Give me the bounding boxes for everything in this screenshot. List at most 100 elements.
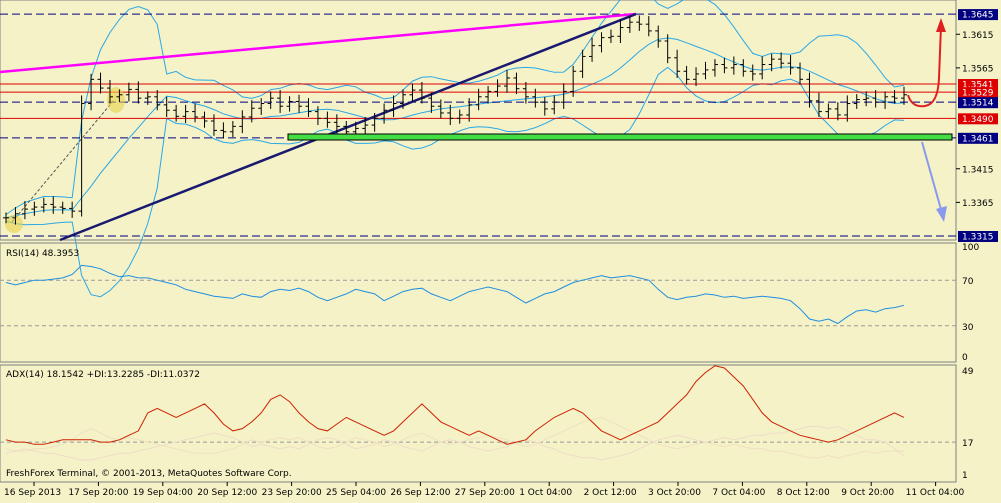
adx-panel[interactable]: ADX(14) 18.1542 +DI:13.2285 -DI:11.0372 … [0,364,974,483]
price-bar [21,201,28,220]
price-bar [815,92,822,117]
price-bar [598,32,605,53]
price-bar [88,73,95,111]
price-bar [579,49,586,78]
price-bar [182,104,189,124]
price-bar [239,110,246,134]
bb-upper-line [5,0,905,215]
price-bar [447,104,454,126]
price-bar [503,69,510,93]
price-bar [12,207,19,225]
adx-axis-label: 17 [962,439,973,449]
price-bar [456,109,463,124]
price-bar [192,103,199,123]
rsi-panel[interactable]: RSI(14) 48.3953 100 70 30 0 [0,242,979,363]
price-bar [721,57,728,74]
rsi-axis-label: 30 [962,323,974,333]
price-bar [40,197,47,213]
price-bar [220,122,227,139]
support-zone-rectangle[interactable] [287,133,953,141]
price-bar [872,90,879,108]
price-bar [702,61,709,80]
time-axis-label: 17 Sep 20:00 [68,488,128,498]
price-bar [59,201,66,214]
price-bar [144,91,151,105]
price-bar [125,82,132,102]
up-scenario-arrow [907,25,942,108]
price-tag [958,132,998,144]
price-bar [277,90,284,113]
rsi-levels [0,279,956,327]
price-bar [475,88,482,111]
price-bar [626,16,633,33]
price-bar [901,86,907,105]
time-axis-label: 23 Sep 20:00 [262,488,322,498]
bollinger-bands [5,0,905,298]
price-bar [485,86,492,104]
price-bar [50,196,57,214]
price-bar [853,94,860,109]
price-bar [3,212,9,224]
adx-panel-border [0,364,957,483]
price-bar [844,95,851,122]
rsi-title: RSI(14) 48.3953 [6,249,79,259]
price-bar [797,62,804,85]
price-axis-label: 1.3615 [962,31,994,41]
time-axis-label: 3 Oct 20:00 [648,488,701,498]
price-bar [607,29,614,44]
price-tag-label: 1.3514 [962,99,994,109]
price-bar [674,49,681,78]
price-bar [437,99,444,119]
support-trendline[interactable] [59,12,637,242]
price-bar [806,72,813,108]
time-axis: 16 Sep 2013 17 Sep 20:00 19 Sep 04:00 20 Se… [4,482,965,498]
adx-axis-label: 49 [962,367,974,377]
price-bar [532,88,539,108]
price-bar [69,201,76,218]
bb-lower-line [5,66,905,298]
price-bar [333,114,340,134]
price-bar [428,92,435,113]
price-bar [229,121,236,138]
price-axis-label: 1.3415 [962,165,994,175]
rsi-axis-label: 0 [962,353,968,363]
price-bar [560,83,567,109]
highlight-circle-break [107,87,125,113]
price-tag-label: 1.3645 [962,11,994,21]
price-bar [541,96,548,116]
price-bar [314,106,321,126]
price-bar [825,103,832,119]
price-bar [97,72,104,94]
price-bar [400,89,407,109]
resistance-trendline[interactable] [0,12,637,74]
rsi-axis-label: 100 [962,243,979,253]
price-bar [210,114,217,136]
price-tag [958,9,998,21]
price-bar [664,34,671,64]
projection-dashed-line [11,99,115,223]
time-axis-label: 25 Sep 04:00 [326,488,386,498]
price-bar [31,201,38,216]
price-bar [683,65,690,85]
price-tag [958,97,998,109]
price-bar [371,112,378,132]
price-bar [418,82,425,104]
price-bar [768,53,775,72]
price-bar [163,96,170,117]
price-tag [958,79,998,91]
price-bar [305,98,312,117]
adx-axis: 49 17 1 [962,367,974,481]
price-bar [617,19,624,44]
price-bar [78,95,85,217]
price-bar [248,100,255,123]
rsi-axis: 100 70 30 0 [962,243,979,363]
rsi-axis-label: 70 [962,277,974,287]
copyright-text: FreshForex Terminal, © 2001-2013, MetaQu… [6,469,292,479]
price-bar [834,102,841,121]
price-bar [522,82,529,104]
price-bar [173,104,180,122]
price-bar [390,95,397,117]
